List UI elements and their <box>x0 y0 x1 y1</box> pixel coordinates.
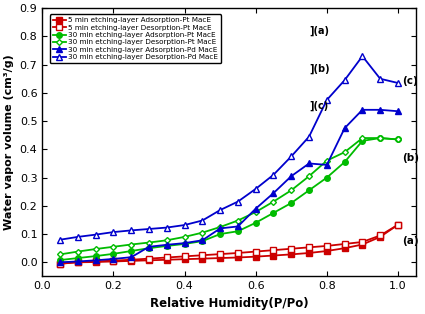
Text: ](c): ](c) <box>309 101 329 111</box>
Legend: 5 min etching-layer Adsorption-Pt MacE, 5 min etching-layer Desorption-Pt MacE, : 5 min etching-layer Adsorption-Pt MacE, … <box>50 14 221 63</box>
Y-axis label: Water vapor volume (cm³/g): Water vapor volume (cm³/g) <box>4 54 14 230</box>
Text: ](b): ](b) <box>309 63 330 74</box>
Text: (a): (a) <box>402 236 419 246</box>
Text: (c): (c) <box>402 76 418 86</box>
Text: (b): (b) <box>402 153 419 163</box>
X-axis label: Relative Humidity(P/Po): Relative Humidity(P/Po) <box>150 297 309 310</box>
Text: ](a): ](a) <box>309 26 329 36</box>
